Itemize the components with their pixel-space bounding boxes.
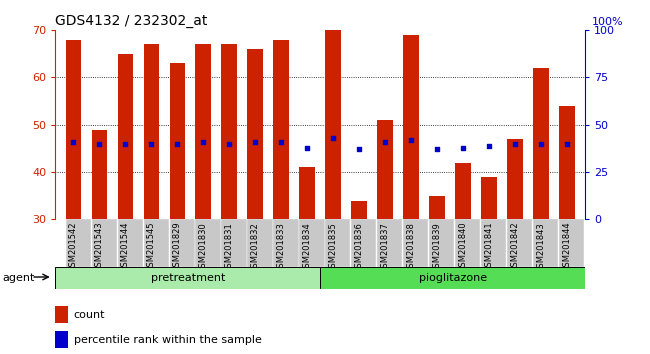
Bar [455, 219, 480, 267]
Text: GSM201834: GSM201834 [303, 222, 311, 273]
Text: GSM201833: GSM201833 [277, 222, 285, 273]
Text: GSM201843: GSM201843 [536, 222, 545, 273]
Bar [559, 219, 584, 267]
Text: GSM201842: GSM201842 [510, 222, 519, 273]
Bar [196, 44, 211, 219]
Bar [429, 196, 445, 219]
Bar [274, 219, 298, 267]
Point [380, 139, 390, 145]
Text: GSM201844: GSM201844 [562, 222, 571, 273]
Bar [300, 167, 315, 219]
Bar [144, 44, 159, 219]
Bar [533, 68, 549, 219]
Point [94, 141, 105, 147]
Text: GSM201839: GSM201839 [432, 222, 441, 273]
Text: GSM201831: GSM201831 [225, 222, 234, 273]
Text: GSM201832: GSM201832 [251, 222, 260, 273]
Bar [118, 54, 133, 219]
Text: GSM201837: GSM201837 [380, 222, 389, 273]
Point [68, 139, 79, 145]
Bar [351, 200, 367, 219]
Bar [325, 30, 341, 219]
Text: GSM201840: GSM201840 [458, 222, 467, 273]
Point [302, 145, 313, 150]
Bar [170, 63, 185, 219]
Bar [248, 219, 272, 267]
Point [458, 145, 468, 150]
Bar [118, 219, 143, 267]
Bar [144, 219, 169, 267]
Bar [196, 219, 220, 267]
Text: agent: agent [3, 273, 35, 283]
Text: count: count [74, 310, 105, 320]
Point [172, 141, 183, 147]
Point [120, 141, 131, 147]
Bar [377, 219, 402, 267]
Text: GSM201838: GSM201838 [406, 222, 415, 273]
Bar [66, 219, 91, 267]
Bar [300, 219, 324, 267]
Text: GSM201543: GSM201543 [95, 222, 104, 273]
Bar [55, 267, 320, 289]
Bar [377, 120, 393, 219]
Bar [507, 219, 532, 267]
Point [406, 137, 416, 143]
Bar [403, 219, 428, 267]
Point [510, 141, 520, 147]
Point [276, 139, 287, 145]
Text: percentile rank within the sample: percentile rank within the sample [74, 335, 262, 344]
Point [198, 139, 209, 145]
Bar [429, 219, 454, 267]
Bar [481, 177, 497, 219]
Text: 100%: 100% [592, 17, 624, 27]
Text: GSM201542: GSM201542 [69, 222, 78, 272]
Bar [533, 219, 558, 267]
Bar [170, 219, 194, 267]
Text: GSM201835: GSM201835 [329, 222, 337, 273]
Bar [66, 40, 81, 219]
Point [146, 141, 157, 147]
Bar [320, 267, 585, 289]
Bar [248, 49, 263, 219]
Bar [55, 331, 68, 348]
Bar [222, 44, 237, 219]
Bar [455, 162, 471, 219]
Bar [481, 219, 506, 267]
Text: GSM201830: GSM201830 [199, 222, 208, 273]
Bar [222, 219, 246, 267]
Text: GSM201841: GSM201841 [484, 222, 493, 273]
Bar [92, 219, 117, 267]
Text: pretreatment: pretreatment [151, 273, 225, 283]
Point [224, 141, 235, 147]
Point [432, 147, 442, 152]
Bar [403, 35, 419, 219]
Text: pioglitazone: pioglitazone [419, 273, 487, 283]
Point [328, 135, 338, 141]
Point [250, 139, 261, 145]
Text: GDS4132 / 232302_at: GDS4132 / 232302_at [55, 14, 207, 28]
Bar [92, 130, 107, 219]
Text: GSM201545: GSM201545 [147, 222, 156, 272]
Bar [559, 106, 575, 219]
Point [536, 141, 546, 147]
Text: GSM201544: GSM201544 [121, 222, 130, 272]
Bar [325, 219, 350, 267]
Text: GSM201829: GSM201829 [173, 222, 182, 273]
Bar [507, 139, 523, 219]
Bar [274, 40, 289, 219]
Bar [55, 306, 68, 323]
Point [562, 141, 572, 147]
Point [354, 147, 364, 152]
Point [484, 143, 494, 148]
Text: GSM201836: GSM201836 [355, 222, 363, 273]
Bar [351, 219, 376, 267]
